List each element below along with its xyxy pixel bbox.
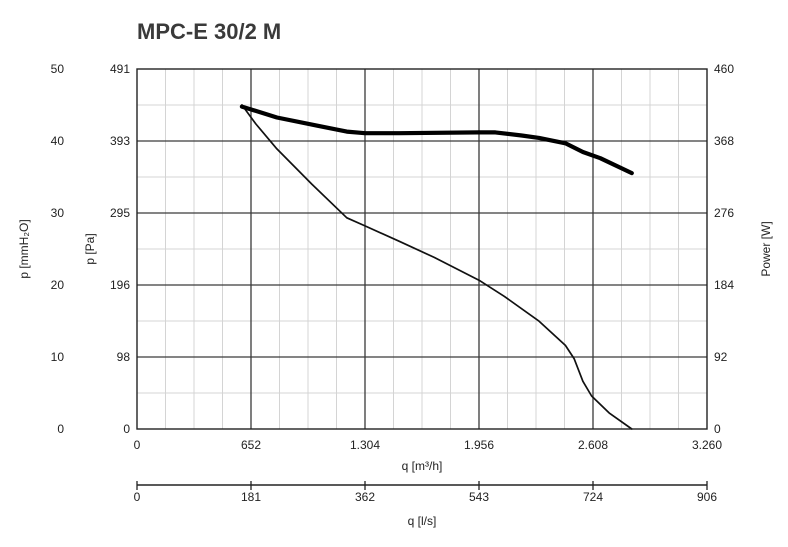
y-left-outer-tick-label: 10 [51, 350, 65, 364]
y-right-tick-label: 460 [714, 62, 734, 76]
x2-tick-label: 0 [134, 490, 141, 504]
x-axis-label: q [m³/h] [402, 459, 443, 473]
y-right-tick-label: 184 [714, 278, 734, 292]
tick-labels: 0 652 1.304 1.956 2.608 3.260 0 10 20 30 40 50 0 98 19… [51, 62, 735, 452]
y-left-outer-tick-label: 0 [57, 422, 64, 436]
y-left-inner-tick-label: 393 [110, 134, 130, 148]
pressure-curve [241, 104, 633, 430]
x2-tick-label: 543 [469, 490, 489, 504]
power-curve [239, 104, 634, 176]
y-left-inner-tick-label: 295 [110, 206, 130, 220]
y-right-label: Power [W] [759, 221, 773, 276]
y-left-outer-tick-label: 40 [51, 134, 65, 148]
x2-tick-label: 906 [697, 490, 717, 504]
x2-tick-label: 362 [355, 490, 375, 504]
y-left-inner-tick-label: 491 [110, 62, 130, 76]
x2-tick-label: 724 [583, 490, 603, 504]
y-right-tick-label: 0 [714, 422, 721, 436]
x-tick-label: 0 [134, 438, 141, 452]
y-left-inner-tick-label: 0 [123, 422, 130, 436]
y-right-tick-label: 276 [714, 206, 734, 220]
series-layer [239, 104, 634, 430]
secondary-x-axis-ticks: 0 181 362 543 724 906 [134, 481, 717, 504]
x2-axis-label: q [l/s] [408, 514, 437, 528]
x-tick-label: 1.304 [350, 438, 380, 452]
plot-frame [136, 68, 708, 430]
y-left-outer-tick-label: 30 [51, 206, 65, 220]
y-left-inner-tick-label: 98 [117, 350, 131, 364]
x-tick-label: 1.956 [464, 438, 494, 452]
chart-title: MPC-E 30/2 M [137, 19, 281, 44]
x-tick-label: 3.260 [692, 438, 722, 452]
x-tick-label: 2.608 [578, 438, 608, 452]
x2-tick-label: 181 [241, 490, 261, 504]
x-tick-label: 652 [241, 438, 261, 452]
y-left-inner-tick-label: 196 [110, 278, 130, 292]
y-right-tick-label: 92 [714, 350, 728, 364]
y-left-inner-label: p [Pa] [83, 233, 97, 264]
minor-gridlines [137, 69, 707, 429]
y-right-tick-label: 368 [714, 134, 734, 148]
y-left-outer-tick-label: 20 [51, 278, 65, 292]
major-gridlines [137, 69, 707, 429]
y-left-outer-label: p [mmH₂O] [17, 219, 31, 278]
y-left-outer-tick-label: 50 [51, 62, 65, 76]
